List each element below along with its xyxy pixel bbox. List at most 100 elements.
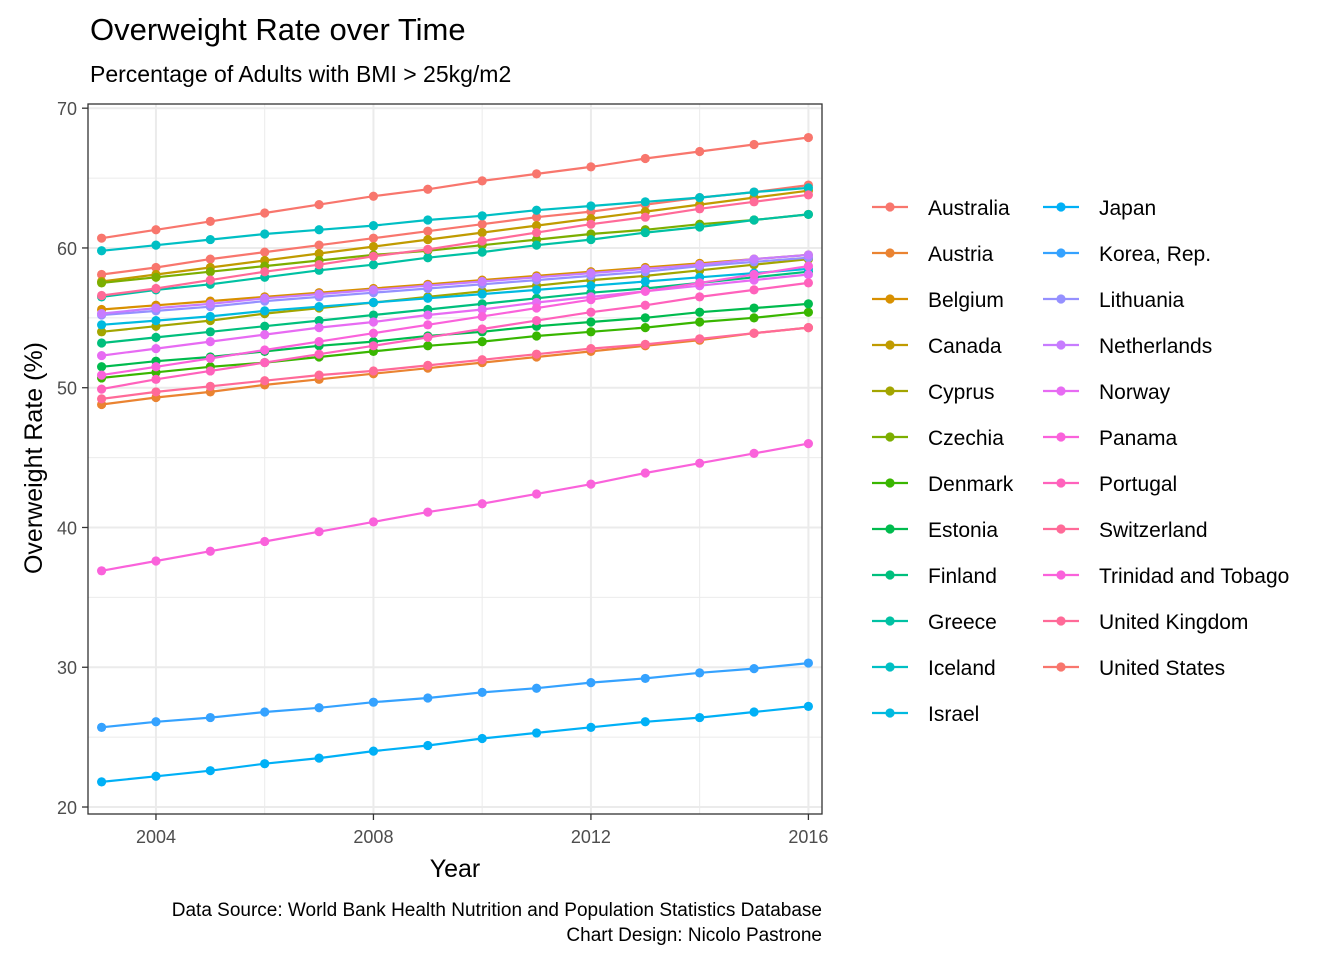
- data-point: [640, 323, 650, 333]
- data-point: [260, 229, 270, 239]
- legend-key-point: [885, 524, 895, 534]
- data-point: [205, 254, 215, 264]
- data-point: [695, 712, 705, 723]
- legend-label: Portugal: [1099, 473, 1177, 496]
- data-point: [749, 448, 759, 459]
- data-point: [260, 345, 270, 355]
- data-point: [368, 191, 379, 201]
- data-point: [368, 241, 379, 252]
- data-point: [423, 184, 433, 194]
- data-point: [205, 336, 215, 347]
- data-point: [640, 264, 650, 274]
- legend-item: Norway: [1043, 381, 1171, 404]
- data-point: [423, 293, 433, 303]
- chart-subtitle: Percentage of Adults with BMI > 25kg/m2: [90, 61, 511, 87]
- legend-key-point: [885, 202, 895, 212]
- data-point: [368, 517, 379, 527]
- y-tick-label: 60: [57, 239, 77, 259]
- data-point: [96, 320, 107, 330]
- legend-label: Finland: [928, 565, 997, 588]
- legend-item: Denmark: [872, 473, 1014, 496]
- data-point: [205, 712, 215, 723]
- legend-item: Canada: [872, 335, 1002, 358]
- series-line: [101, 258, 809, 333]
- data-point: [314, 349, 324, 359]
- data-point: [586, 219, 596, 229]
- legend-label: Austria: [928, 243, 994, 266]
- data-point: [368, 697, 379, 707]
- data-point: [205, 366, 215, 376]
- data-point: [586, 295, 596, 305]
- legend-key-point: [1056, 570, 1066, 580]
- data-point: [640, 717, 650, 727]
- legend-label: Iceland: [928, 657, 996, 680]
- data-point: [695, 278, 705, 288]
- data-point: [368, 317, 379, 327]
- data-point: [749, 313, 759, 323]
- data-point: [803, 658, 814, 668]
- legend-item: Japan: [1043, 197, 1156, 220]
- data-point: [695, 222, 705, 232]
- y-tick-label: 70: [57, 99, 77, 119]
- data-point: [260, 707, 270, 717]
- data-point: [640, 227, 650, 238]
- data-point: [96, 394, 107, 404]
- data-point: [531, 303, 542, 313]
- series-line: [101, 253, 809, 311]
- data-point: [586, 722, 596, 732]
- legend-key-point: [1056, 248, 1066, 258]
- data-point: [423, 310, 433, 320]
- data-point: [151, 262, 161, 273]
- data-point: [749, 707, 759, 717]
- legend-item: Belgium: [872, 289, 1004, 312]
- data-point: [586, 479, 596, 489]
- data-point: [260, 376, 270, 386]
- data-point: [477, 304, 487, 315]
- legend-item: Portugal: [1043, 473, 1177, 496]
- data-point: [205, 766, 215, 776]
- data-point: [477, 211, 487, 221]
- data-point: [586, 307, 596, 317]
- data-point: [477, 733, 487, 744]
- y-tick-label: 50: [57, 379, 77, 399]
- x-tick-label: 2008: [353, 827, 393, 847]
- data-point: [368, 260, 379, 270]
- legend-key-point: [885, 478, 895, 488]
- series-line: [101, 193, 809, 297]
- data-point: [803, 278, 814, 288]
- data-point: [477, 687, 487, 698]
- legend-item: Israel: [872, 703, 979, 726]
- data-point: [314, 240, 324, 250]
- data-point: [314, 753, 324, 763]
- data-point: [477, 311, 487, 322]
- data-point: [314, 316, 324, 326]
- data-point: [260, 759, 270, 769]
- legend-key-point: [885, 386, 895, 396]
- data-point: [586, 678, 596, 688]
- series-line: [101, 186, 809, 252]
- data-point: [151, 225, 161, 235]
- data-point: [749, 254, 759, 264]
- legend-key-point: [1056, 662, 1066, 672]
- data-point: [314, 302, 324, 312]
- data-point: [531, 212, 542, 222]
- data-point: [640, 212, 650, 222]
- data-point: [151, 332, 161, 343]
- data-point: [423, 215, 433, 225]
- data-point: [205, 234, 215, 245]
- data-point: [260, 208, 270, 218]
- data-point: [96, 246, 107, 256]
- data-point: [260, 247, 270, 257]
- data-point: [151, 283, 161, 294]
- data-point: [368, 285, 379, 295]
- data-point: [151, 240, 161, 250]
- data-point: [260, 357, 270, 368]
- data-point: [531, 728, 542, 738]
- data-point: [640, 153, 650, 164]
- plot-panel: [88, 104, 822, 814]
- legend-label: Israel: [928, 703, 979, 726]
- legend-key-point: [885, 340, 895, 350]
- data-point: [151, 717, 161, 727]
- legend-item: Greece: [872, 611, 997, 634]
